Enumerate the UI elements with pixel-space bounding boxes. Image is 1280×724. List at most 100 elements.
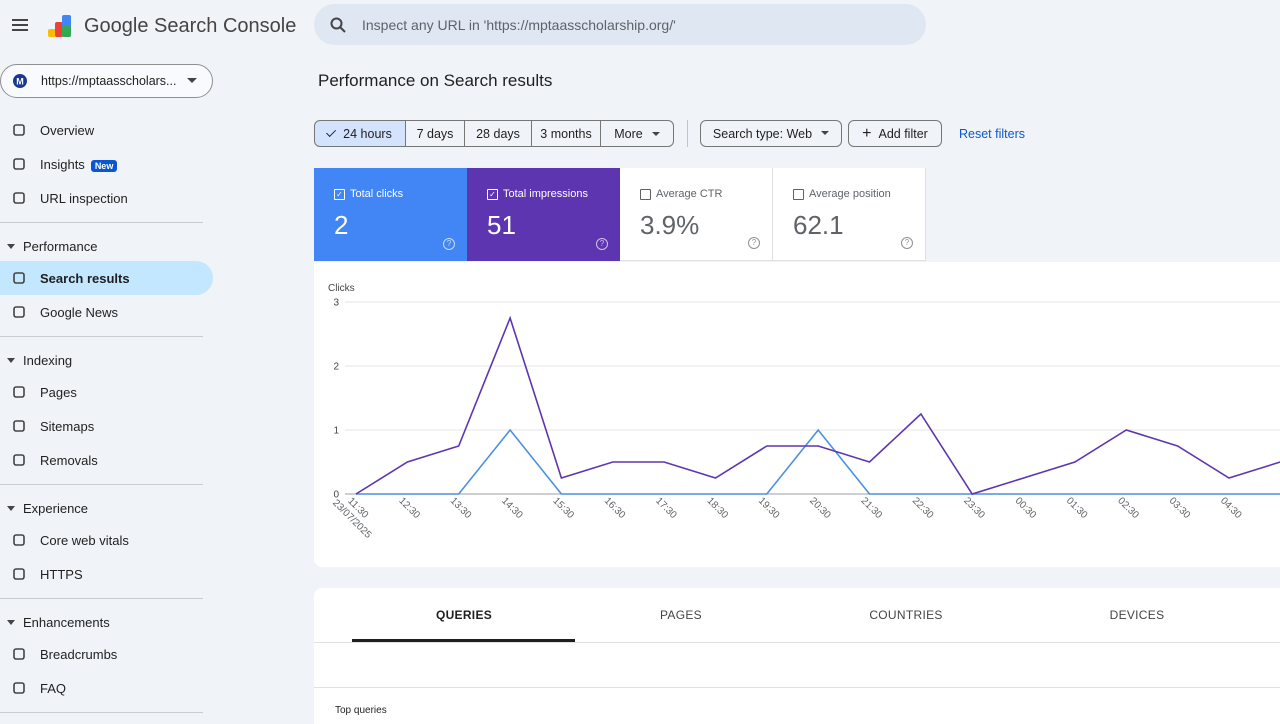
table-card (314, 588, 1280, 724)
date-chip[interactable]: 7 days (405, 120, 465, 147)
nav-icon (12, 157, 26, 171)
table-divider (314, 687, 1280, 688)
nav-item[interactable]: Search results (0, 261, 213, 295)
help-icon: ? (443, 238, 455, 250)
nav-label: Pages (40, 384, 77, 400)
metric-card[interactable]: ✓ Total clicks 2? (314, 168, 467, 261)
metric-label: Average CTR (640, 188, 772, 200)
metric-label-text: Total impressions (503, 188, 588, 200)
add-filter-chip[interactable]: + Add filter (848, 120, 942, 147)
x-tick-label: 12:30 (396, 495, 422, 521)
nav-label: FAQ (40, 680, 67, 696)
nav-item[interactable]: Google News (0, 295, 213, 329)
nav-section[interactable]: Indexing (0, 345, 213, 375)
logo (48, 15, 71, 37)
property-selector[interactable]: M https://mptaasscholars... (0, 64, 213, 98)
menu-icon[interactable] (11, 17, 29, 33)
nav-item[interactable]: Pages (0, 375, 213, 409)
help-icon: ? (596, 238, 608, 250)
nav-item[interactable]: Sitemaps (0, 409, 213, 443)
property-icon: M (13, 74, 27, 88)
metric-checkbox (640, 188, 651, 200)
y-tick-label: 1 (333, 426, 339, 437)
nav-item[interactable]: HTTPS (0, 557, 213, 591)
x-tick-label: 03:30 (1167, 495, 1193, 521)
date-chip[interactable]: 24 hours (314, 120, 406, 147)
nav-badge: New (90, 159, 118, 172)
metric-card[interactable]: Average CTR 3.9%? (620, 168, 773, 261)
tab[interactable]: DEVICES (1109, 608, 1165, 622)
nav-icon (12, 271, 26, 285)
tab-underline (352, 639, 575, 642)
metric-label-text: Average CTR (656, 188, 723, 200)
nav-icon (12, 681, 26, 695)
metric-checkbox (793, 188, 804, 200)
metric-label: ✓ Total impressions (487, 188, 620, 200)
metric-label-text: Average position (809, 188, 891, 200)
nav-item[interactable]: FAQ (0, 671, 213, 705)
y-tick-label: 0 (333, 490, 339, 501)
nav-label: HTTPS (40, 566, 83, 582)
metric-label-text: Total clicks (350, 188, 404, 200)
nav-label: Search results (40, 270, 130, 286)
x-tick-label: 23:30 (961, 495, 987, 521)
metric-card[interactable]: Average position 62.1? (773, 168, 926, 261)
metric-checkbox: ✓ (487, 188, 498, 200)
nav-item[interactable]: Core web vitals (0, 523, 213, 557)
tab[interactable]: QUERIES (435, 608, 493, 622)
dropdown-arrow (651, 131, 660, 136)
series-line (356, 428, 1280, 495)
collapse-arrow (7, 505, 15, 511)
table-title: Top queries (335, 705, 387, 716)
nav-item[interactable]: Overview (0, 113, 213, 147)
date-chip-label: 3 months (540, 126, 592, 141)
nav-section[interactable]: Performance (0, 231, 213, 261)
date-chip[interactable]: More (600, 120, 674, 147)
metric-label: Average position (793, 188, 925, 200)
date-chip[interactable]: 28 days (464, 120, 532, 147)
search-box[interactable]: Inspect any URL in 'https://mptaasschola… (314, 4, 926, 45)
nav-icon (12, 453, 26, 467)
nav-label: Google News (40, 304, 119, 320)
nav-item[interactable]: Insights New (0, 147, 213, 181)
chart-card (314, 262, 1280, 567)
x-tick-label: 13:30 (448, 495, 474, 521)
series-line (355, 315, 1280, 495)
nav-divider (0, 222, 203, 223)
nav-section[interactable]: Experience (0, 493, 213, 523)
metric-value: 51 (487, 210, 516, 240)
x-tick-label: 22:30 (910, 495, 936, 521)
property-url: https://mptaasscholars... (41, 74, 177, 88)
y-tick-label: 2 (333, 362, 339, 373)
x-tick-label: 00:30 (1013, 495, 1039, 521)
y-tick-label: 3 (333, 298, 339, 309)
date-chip-label: 28 days (476, 126, 520, 141)
app-name: Google Search Console (84, 15, 297, 37)
nav-item[interactable]: URL inspection (0, 181, 213, 215)
metric-card[interactable]: ✓ Total impressions 51? (467, 168, 620, 261)
dropdown-arrow (187, 78, 197, 83)
nav-section-title: Indexing (23, 352, 73, 368)
plus-icon: + (862, 124, 872, 142)
help-icon: ? (901, 237, 913, 249)
search-type-chip[interactable]: Search type: Web (700, 120, 842, 147)
metric-value: 3.9% (640, 210, 700, 240)
reset-filters[interactable]: Reset filters (959, 127, 1025, 141)
nav-icon (12, 533, 26, 547)
x-tick-label: 20:30 (807, 495, 833, 521)
tab[interactable]: PAGES (660, 608, 702, 622)
nav-label: Breadcrumbs (40, 646, 118, 662)
date-chip[interactable]: 3 months (531, 120, 601, 147)
nav-icon (12, 123, 26, 137)
tab[interactable]: COUNTRIES (869, 608, 943, 622)
nav-label: Insights New (40, 157, 118, 172)
date-chip-label: More (614, 126, 643, 141)
nav-item[interactable]: Breadcrumbs (0, 637, 213, 671)
nav-section[interactable]: Enhancements (0, 607, 213, 637)
nav-divider (0, 336, 203, 337)
date-chip-label: 7 days (416, 126, 454, 141)
nav-icon (12, 305, 26, 319)
x-tick-label: 18:30 (704, 495, 730, 521)
nav-item[interactable]: Removals (0, 443, 213, 477)
